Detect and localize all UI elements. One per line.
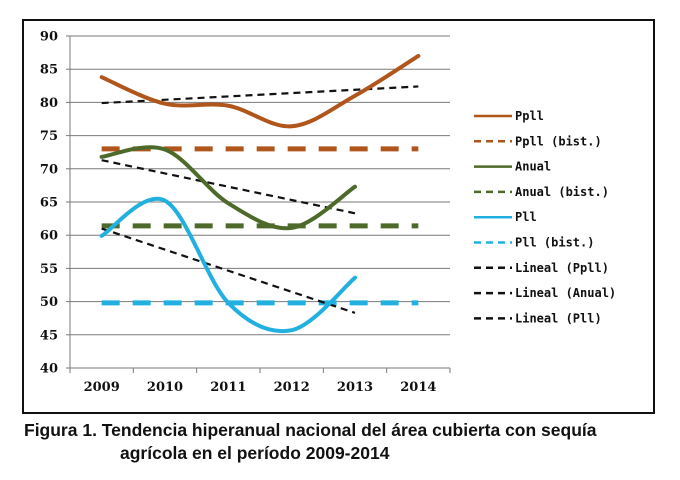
y-tick-label: 70 <box>40 162 58 177</box>
y-tick-label: 65 <box>40 196 58 211</box>
legend-item: Anual <box>474 160 551 174</box>
x-tick-label: 2013 <box>337 380 373 395</box>
legend-item: Anual (bist.) <box>474 185 609 199</box>
legend-item: Lineal (Pll) <box>474 311 602 325</box>
x-tick-label: 2011 <box>210 380 246 395</box>
series-line-4 <box>99 196 357 334</box>
chart-frame <box>22 19 655 414</box>
legend: Ppll Ppll (bist.) Anual Anual (bist.) Pll Pll… <box>474 109 616 325</box>
legend-label: Ppll (bist.) <box>515 134 602 148</box>
x-tick-label: 2014 <box>400 380 436 395</box>
legend-label: Lineal (Anual) <box>515 286 616 300</box>
x-tick-label: 2012 <box>274 380 310 395</box>
y-axis-tick-labels: 90 85 80 75 70 65 60 55 50 45 40 <box>40 30 58 377</box>
series-line-8 <box>101 227 356 314</box>
legend-label: Anual <box>515 160 551 174</box>
legend-label: Anual (bist.) <box>515 185 609 199</box>
x-tick-label: 2010 <box>147 380 183 395</box>
legend-item: Pll (bist.) <box>474 236 594 250</box>
legend-item: Ppll (bist.) <box>474 134 602 148</box>
y-tick-label: 40 <box>40 362 58 377</box>
gridlines <box>70 35 450 336</box>
y-tick-label: 60 <box>40 229 58 244</box>
y-tick-label: 55 <box>40 262 58 277</box>
x-axis-tick-labels: 2009 2010 2011 2012 2013 2014 <box>84 380 437 395</box>
legend-item: Pll <box>474 210 537 224</box>
y-tick-label: 85 <box>40 63 58 78</box>
series-line-2 <box>99 145 357 231</box>
legend-item: Ppll <box>474 109 544 123</box>
y-tick-label: 50 <box>40 295 58 310</box>
legend-label: Ppll <box>515 109 544 123</box>
series-lines <box>99 53 421 334</box>
legend-label: Pll <box>515 210 537 224</box>
figure-caption: Figura 1. Tendencia hiperanual nacional … <box>0 419 680 465</box>
caption-line-2: agrícola en el período 2009-2014 <box>120 443 390 463</box>
legend-item: Lineal (Ppll) <box>474 261 609 275</box>
caption-line-1: Figura 1. Tendencia hiperanual nacional … <box>24 420 597 440</box>
x-tick-label: 2009 <box>84 380 120 395</box>
y-tick-label: 45 <box>40 328 58 343</box>
series-line-0 <box>99 53 421 129</box>
y-tick-label: 90 <box>40 30 58 45</box>
axes <box>66 35 451 373</box>
legend-label: Lineal (Pll) <box>515 311 602 325</box>
legend-label: Lineal (Ppll) <box>515 261 609 275</box>
y-tick-label: 80 <box>40 96 58 111</box>
y-tick-label: 75 <box>40 129 58 144</box>
legend-item: Lineal (Anual) <box>474 286 616 300</box>
legend-label: Pll (bist.) <box>515 236 594 250</box>
